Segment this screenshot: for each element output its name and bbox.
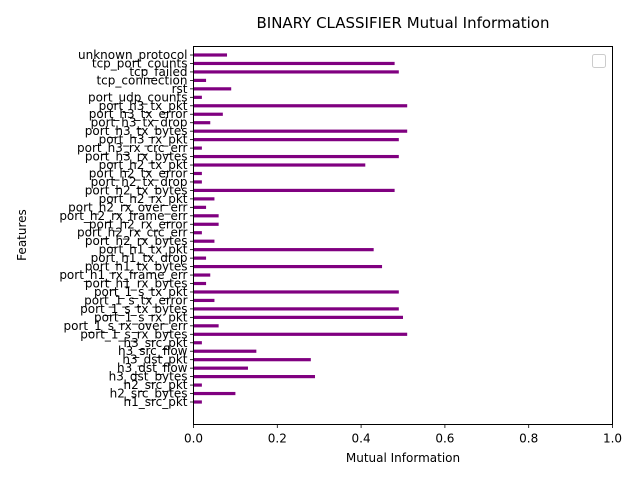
bar-port_1_s_tx_error bbox=[193, 298, 215, 303]
y-tick-label: rst bbox=[172, 82, 188, 96]
y-tick-label: port_h2_tx_drop bbox=[91, 175, 188, 189]
y-tick-label: port_h1_rx_frame_err bbox=[59, 268, 187, 282]
x-tick-label: 1.0 bbox=[603, 432, 622, 446]
y-tick-label: h2_src_bytes bbox=[110, 387, 188, 401]
y-tick-label: port_h3_rx_crc_err bbox=[77, 141, 188, 155]
bar-port_1_s_rx_over_err bbox=[193, 324, 219, 328]
y-tick-label: port_h2_tx_bytes bbox=[85, 183, 188, 197]
x-tick-label: 0.0 bbox=[184, 432, 203, 446]
y-tick-label: port_1_s_tx_pkt bbox=[94, 285, 188, 299]
bar-h3_src_pkt bbox=[193, 341, 202, 345]
bar-port_h1_tx_drop bbox=[193, 256, 207, 260]
bar-port_h2_rx_pkt bbox=[193, 197, 215, 201]
bar-port_h2_rx_frame_err bbox=[193, 214, 219, 218]
bars-group bbox=[193, 53, 408, 404]
y-tick-label: tcp_port_counts bbox=[92, 56, 188, 70]
bar-tcp_connection bbox=[193, 78, 207, 82]
y-tick-label: port_h3_rx_bytes bbox=[85, 150, 188, 164]
y-tick-label: port_h1_rx_bytes bbox=[85, 277, 188, 291]
bar-port_1_s_tx_pkt bbox=[193, 290, 399, 294]
bar-port_h2_tx_error bbox=[193, 171, 202, 176]
bar-port_h2_tx_drop bbox=[193, 180, 202, 184]
y-tick-label: port_1_s_rx_over_err bbox=[64, 319, 188, 333]
y-tick-label: port_udp_counts bbox=[88, 90, 188, 104]
bar-port_h3_tx_error bbox=[193, 112, 223, 116]
y-tick-label: unknown_protocol bbox=[78, 48, 187, 62]
x-tick-label: 0.2 bbox=[268, 432, 287, 446]
y-tick-label: port_h2_tx_error bbox=[89, 166, 188, 180]
plot-frame bbox=[193, 46, 613, 425]
y-tick-label: port_h1_tx_drop bbox=[91, 251, 188, 265]
y-tick-label: port_h2_rx_crc_err bbox=[77, 226, 188, 240]
bar-port_h2_rx_bytes bbox=[193, 239, 215, 243]
y-tick-label: port_h1_tx_pkt bbox=[99, 243, 188, 257]
bar-unknown_protocol bbox=[193, 53, 228, 57]
y-tick-label: h3_dst_flow bbox=[117, 361, 188, 375]
y-tick-label: port_h3_tx_bytes bbox=[85, 124, 188, 138]
bar-port_h2_tx_pkt bbox=[193, 163, 366, 167]
x-ticks: 0.0 0.2 0.4 0.6 0.8 1.0 bbox=[184, 424, 622, 446]
bar-port_h1_rx_bytes bbox=[193, 281, 207, 286]
legend-box bbox=[592, 54, 606, 68]
x-tick-label: 0.4 bbox=[352, 432, 371, 446]
y-tick-label: h1_src_pkt bbox=[123, 395, 187, 409]
y-tick-label: port_h2_rx_pkt bbox=[99, 192, 188, 206]
bar-port_h3_rx_crc_err bbox=[193, 146, 202, 150]
bar-rst bbox=[193, 87, 232, 91]
bar-port_h1_tx_bytes bbox=[193, 264, 383, 269]
y-tick-label: port_h2_rx_over_err bbox=[68, 200, 187, 214]
y-tick-label: port_h1_tx_bytes bbox=[85, 260, 188, 274]
y-tick-label: port_h2_rx_error bbox=[89, 217, 188, 231]
y-tick-label: h3_src_flow bbox=[118, 344, 188, 358]
y-tick-labels: h1_src_pkth2_src_bytesh2_src_pkth3_dst_b… bbox=[59, 48, 194, 409]
bar-port_h3_tx_bytes bbox=[193, 129, 408, 133]
bar-port_h2_tx_bytes bbox=[193, 188, 395, 193]
bar-port_h2_rx_crc_err bbox=[193, 231, 202, 235]
bar-h2_src_bytes bbox=[193, 391, 236, 396]
bar-h3_dst_flow bbox=[193, 366, 248, 370]
bar-port_h2_rx_error bbox=[193, 222, 219, 226]
bar-port_1_s_tx_bytes bbox=[193, 307, 399, 311]
y-tick-label: h3_src_pkt bbox=[123, 336, 187, 350]
y-tick-label: h3_dst_bytes bbox=[109, 370, 188, 384]
bar-h3_dst_pkt bbox=[193, 358, 311, 362]
x-tick-label: 0.8 bbox=[519, 432, 538, 446]
y-tick-label: port_h2_rx_bytes bbox=[85, 234, 188, 248]
bar-port_h1_tx_pkt bbox=[193, 248, 374, 252]
y-tick-label: h2_src_pkt bbox=[123, 378, 187, 392]
y-axis-label: Features bbox=[15, 209, 29, 261]
y-tick-label: port_1_s_rx_pkt bbox=[94, 310, 188, 324]
bar-port_h3_rx_bytes bbox=[193, 154, 399, 159]
y-tick-label: port_h3_tx_drop bbox=[91, 116, 188, 130]
y-tick-label: port_h3_tx_error bbox=[89, 107, 188, 121]
bar-tcp_failed bbox=[193, 70, 399, 74]
y-tick-label: port_h3_tx_pkt bbox=[99, 99, 188, 113]
bar-h3_src_flow bbox=[193, 349, 257, 353]
y-tick-label: port_1_s_tx_error bbox=[84, 293, 187, 307]
bar-port_udp_counts bbox=[193, 95, 202, 99]
y-tick-label: h3_dst_pkt bbox=[122, 353, 187, 367]
y-tick-label: tcp_failed bbox=[129, 65, 187, 79]
bar-h3_dst_bytes bbox=[193, 375, 316, 379]
y-tick-label: port_h2_tx_pkt bbox=[99, 158, 188, 172]
bar-port_1_s_rx_pkt bbox=[193, 315, 403, 319]
bar-port_h1_rx_frame_err bbox=[193, 273, 211, 277]
bar-h1_src_pkt bbox=[193, 400, 202, 404]
bar-port_h3_tx_pkt bbox=[193, 104, 408, 108]
bar-h2_src_pkt bbox=[193, 383, 202, 387]
chart-title: BINARY CLASSIFIER Mutual Information bbox=[256, 14, 549, 32]
y-tick-label: port_1_s_rx_bytes bbox=[80, 327, 187, 341]
y-tick-label: port_h3_rx_pkt bbox=[99, 133, 188, 147]
bar-port_1_s_rx_bytes bbox=[193, 332, 408, 336]
bar-port_h3_rx_pkt bbox=[193, 138, 399, 142]
bar-port_h2_rx_over_err bbox=[193, 205, 207, 209]
y-tick-label: tcp_connection bbox=[96, 73, 187, 87]
x-axis-label: Mutual Information bbox=[346, 451, 460, 465]
bar-port_h3_tx_drop bbox=[193, 121, 211, 125]
y-tick-label: port_1_s_tx_bytes bbox=[80, 302, 187, 316]
bar-tcp_port_counts bbox=[193, 61, 395, 66]
x-tick-label: 0.6 bbox=[435, 432, 454, 446]
y-tick-label: port_h2_rx_frame_err bbox=[59, 209, 187, 223]
